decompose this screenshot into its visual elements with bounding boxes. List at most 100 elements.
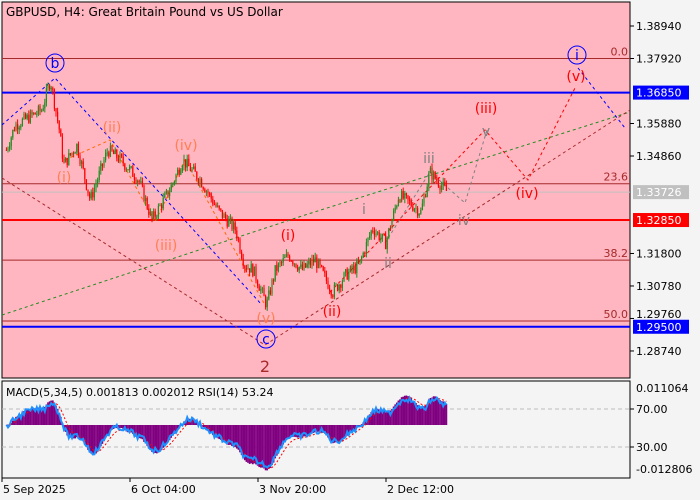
candle bbox=[261, 288, 264, 290]
candle bbox=[121, 154, 123, 157]
candle bbox=[55, 108, 57, 112]
candle bbox=[265, 296, 267, 308]
candle bbox=[172, 183, 174, 185]
candle bbox=[37, 106, 40, 114]
price-pane[interactable] bbox=[1, 1, 631, 379]
wave-label-grey: i bbox=[362, 202, 366, 218]
candle bbox=[319, 259, 321, 266]
candle bbox=[87, 189, 89, 194]
candle bbox=[341, 281, 344, 288]
candle bbox=[77, 143, 80, 157]
candle bbox=[309, 261, 312, 266]
x-tick-label: 3 Nov 20:00 bbox=[259, 483, 326, 496]
candle bbox=[445, 185, 448, 191]
candle bbox=[180, 170, 182, 175]
candle bbox=[76, 143, 78, 153]
candle bbox=[165, 190, 168, 194]
wave-label-blue: b bbox=[51, 56, 60, 72]
candle bbox=[191, 168, 193, 172]
candle bbox=[194, 166, 196, 172]
candle bbox=[274, 265, 276, 281]
candle bbox=[441, 185, 443, 190]
candle bbox=[185, 159, 187, 168]
candle bbox=[250, 264, 252, 273]
candle bbox=[5, 149, 8, 151]
candle bbox=[359, 259, 361, 264]
candle bbox=[157, 205, 160, 217]
candle bbox=[252, 264, 254, 276]
wave-line-orange bbox=[64, 139, 266, 306]
candle bbox=[332, 295, 334, 297]
candle bbox=[215, 204, 217, 207]
wave-label-orange: (v) bbox=[256, 311, 275, 327]
candle bbox=[428, 173, 430, 187]
candle bbox=[97, 180, 99, 185]
candle bbox=[303, 263, 305, 270]
candle bbox=[287, 253, 289, 257]
candle bbox=[13, 129, 16, 131]
candle bbox=[89, 193, 91, 199]
price-tag bbox=[633, 213, 689, 228]
y-tick-label: 1.31800 bbox=[636, 247, 682, 260]
candle bbox=[100, 163, 102, 171]
candle bbox=[218, 205, 220, 209]
candle bbox=[101, 163, 104, 167]
candle bbox=[53, 90, 56, 109]
candle bbox=[79, 156, 81, 165]
y-tick-label: 70.00 bbox=[636, 403, 668, 416]
candle bbox=[20, 125, 22, 128]
candle bbox=[279, 262, 281, 264]
candle bbox=[249, 268, 251, 273]
candle bbox=[175, 174, 177, 182]
candle bbox=[197, 179, 200, 184]
candle bbox=[338, 284, 340, 291]
candle bbox=[399, 199, 401, 202]
wave-label-blue: c bbox=[262, 332, 270, 348]
candle bbox=[25, 113, 27, 119]
candle bbox=[153, 211, 155, 219]
candle bbox=[228, 219, 230, 227]
candle bbox=[345, 269, 347, 273]
candle bbox=[44, 102, 46, 109]
candle bbox=[113, 150, 115, 155]
candle bbox=[335, 284, 337, 286]
candle bbox=[84, 168, 86, 180]
wave-label-grey: v bbox=[482, 124, 490, 140]
candle bbox=[413, 208, 416, 211]
y-tick-label: 1.28740 bbox=[636, 345, 682, 358]
y-tick-label: 1.30780 bbox=[636, 280, 682, 293]
candle bbox=[202, 187, 204, 190]
candle bbox=[81, 161, 83, 165]
candle bbox=[42, 108, 44, 111]
candle bbox=[290, 260, 292, 262]
candle bbox=[23, 113, 25, 119]
candle bbox=[129, 166, 131, 171]
candle bbox=[29, 111, 32, 123]
candle bbox=[225, 213, 227, 219]
candle bbox=[431, 167, 433, 180]
candle bbox=[301, 264, 304, 270]
candle bbox=[385, 235, 387, 250]
wave-label-red: (ii) bbox=[323, 304, 342, 320]
candle bbox=[325, 273, 328, 281]
candle bbox=[426, 186, 428, 197]
candle bbox=[314, 257, 316, 263]
wave-label-orange: (ii) bbox=[103, 120, 122, 136]
candle bbox=[229, 218, 232, 220]
candle bbox=[188, 158, 190, 166]
candle bbox=[36, 113, 38, 115]
candle bbox=[183, 159, 185, 167]
candle bbox=[322, 266, 324, 271]
candle bbox=[292, 261, 294, 265]
candle bbox=[213, 204, 216, 206]
price-tag bbox=[633, 185, 689, 200]
candle bbox=[236, 230, 238, 239]
candle bbox=[410, 200, 412, 207]
candle bbox=[161, 204, 163, 209]
candle bbox=[423, 196, 425, 204]
candle bbox=[417, 207, 419, 216]
candle bbox=[282, 258, 284, 263]
candle bbox=[370, 230, 372, 236]
candle bbox=[356, 261, 358, 274]
candle bbox=[181, 166, 184, 171]
